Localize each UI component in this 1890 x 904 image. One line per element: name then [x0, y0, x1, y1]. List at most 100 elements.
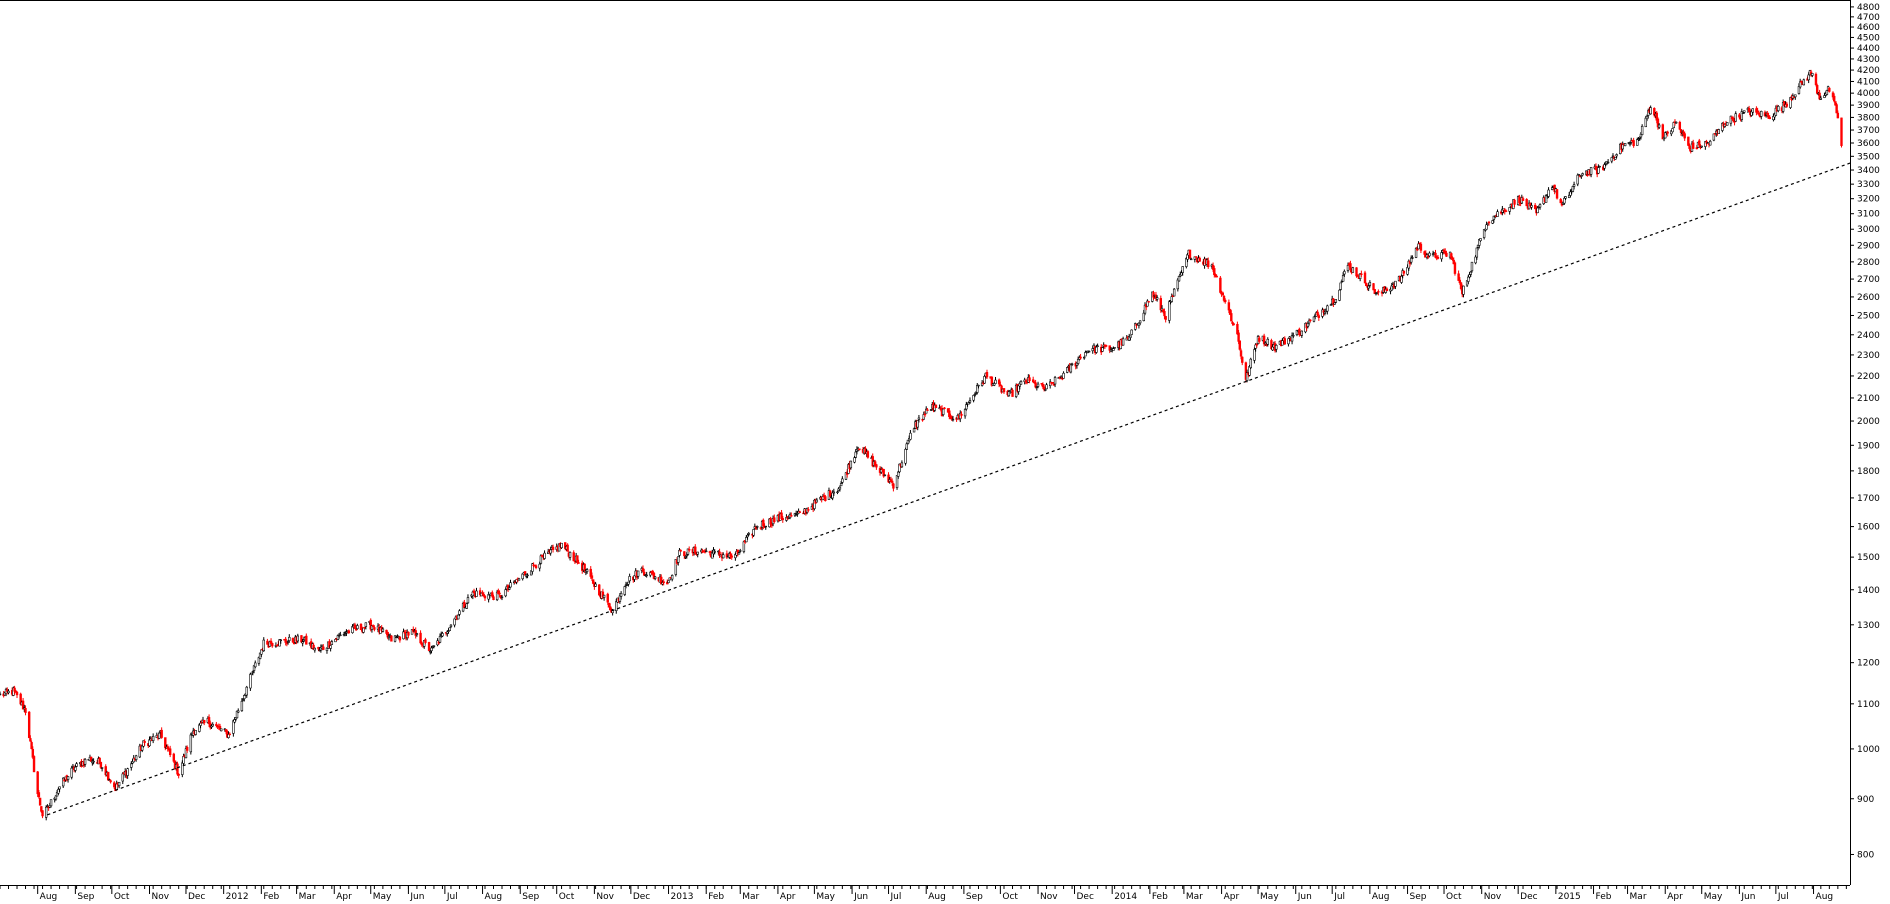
candle [1036, 381, 1040, 389]
candle [1738, 113, 1741, 120]
candle [1647, 108, 1650, 119]
x-tick-label: 2015 [1558, 892, 1581, 902]
candle [722, 552, 725, 559]
candle [1729, 115, 1733, 127]
candle [1653, 107, 1656, 118]
candle [495, 589, 499, 602]
candle [275, 644, 279, 647]
candle [1084, 350, 1087, 357]
candle [62, 777, 65, 789]
candle [1373, 288, 1376, 294]
candle [1683, 131, 1686, 141]
candle [1726, 122, 1729, 126]
y-tick-label: 4100 [1857, 77, 1880, 87]
candle [652, 571, 656, 580]
x-tick-label: 2014 [1114, 892, 1137, 902]
x-tick-label: Oct [1002, 892, 1018, 902]
candle [106, 771, 110, 781]
candle [718, 548, 721, 559]
y-tick-label: 3500 [1857, 152, 1880, 162]
candle [1338, 289, 1341, 302]
candle [1236, 321, 1239, 335]
candle [31, 746, 35, 760]
y-tick-label: 1900 [1857, 441, 1880, 451]
candle [203, 719, 206, 726]
candle [1768, 115, 1771, 120]
candle [679, 549, 682, 552]
candle [1164, 315, 1167, 323]
candle [185, 745, 189, 753]
candle [448, 627, 451, 631]
candle [583, 563, 586, 573]
candle [1241, 356, 1244, 366]
y-tick-label: 4600 [1857, 23, 1880, 33]
candle [615, 598, 618, 614]
y-tick-label: 2100 [1857, 394, 1880, 404]
candle [1440, 250, 1443, 262]
candle [849, 460, 853, 470]
candle [1402, 270, 1406, 276]
candle [1172, 287, 1176, 297]
candle [1134, 322, 1137, 331]
candle [402, 628, 405, 640]
candle [457, 614, 460, 620]
candle [922, 411, 925, 420]
candle [1794, 94, 1797, 100]
candle [725, 550, 729, 560]
candle [1679, 129, 1683, 136]
candle [100, 767, 104, 772]
candle [1671, 128, 1674, 133]
y-tick-label: 1700 [1857, 494, 1880, 504]
candle [1042, 384, 1046, 392]
candle [643, 568, 646, 576]
candle [742, 540, 746, 554]
candle [1414, 247, 1418, 259]
candle [1083, 356, 1086, 360]
x-tick-label: Sep [1410, 892, 1427, 902]
candle [1028, 374, 1031, 384]
y-tick-label: 1200 [1857, 659, 1880, 669]
candle [531, 562, 534, 575]
candle [1264, 341, 1267, 346]
x-tick-label: Mar [1186, 892, 1203, 902]
candle [472, 588, 476, 594]
candle [916, 420, 919, 431]
candle [1258, 335, 1261, 344]
x-tick-label: Aug [485, 892, 503, 902]
candle [430, 645, 433, 654]
candle [1339, 282, 1342, 291]
candle [109, 779, 112, 784]
y-tick-label: 4200 [1857, 66, 1880, 76]
candle [482, 591, 485, 598]
candle [1017, 385, 1020, 395]
candle [737, 551, 741, 555]
candle [866, 450, 870, 459]
candle [1757, 110, 1761, 116]
candle [1181, 266, 1184, 276]
candle [526, 573, 529, 579]
candle [1002, 388, 1006, 394]
candle [1312, 316, 1316, 323]
candle [254, 660, 257, 669]
candle [1275, 344, 1278, 353]
candle [40, 806, 43, 813]
candle [438, 633, 442, 644]
candle [1087, 350, 1091, 353]
x-tick-label: Feb [708, 892, 724, 902]
candle [1079, 353, 1082, 360]
candle [1479, 238, 1482, 242]
candle [892, 482, 895, 492]
candle [1215, 274, 1218, 278]
candle [1045, 382, 1048, 390]
candle [441, 631, 444, 638]
candle [1597, 164, 1600, 174]
x-tick-label: Jun [1297, 892, 1312, 902]
y-tick-label: 3700 [1857, 126, 1880, 136]
candle [407, 631, 410, 639]
candle [1253, 347, 1256, 364]
candle [330, 639, 334, 645]
candle [752, 528, 755, 538]
candle [449, 624, 453, 629]
x-tick-label: 2013 [671, 892, 694, 902]
candle [1777, 105, 1780, 113]
